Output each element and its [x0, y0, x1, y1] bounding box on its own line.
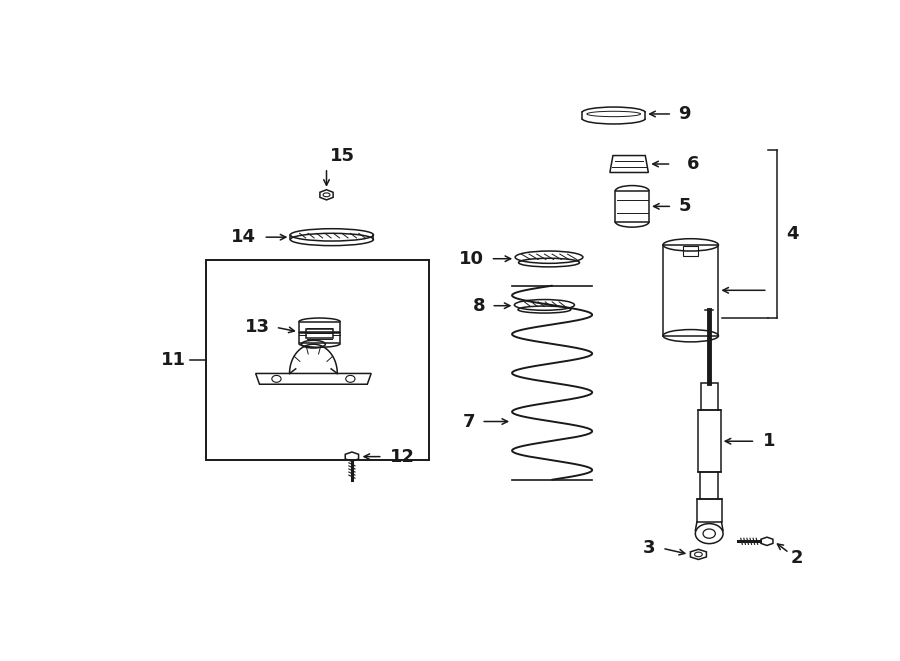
Text: 5: 5: [679, 198, 691, 215]
Text: 14: 14: [231, 228, 256, 246]
Bar: [701, 383, 717, 410]
Text: 4: 4: [787, 225, 798, 243]
Bar: [306, 329, 333, 338]
Bar: [698, 410, 721, 472]
Text: 8: 8: [472, 297, 485, 315]
Bar: [663, 245, 718, 336]
Text: 6: 6: [687, 155, 699, 173]
Bar: [205, 260, 429, 461]
Text: 15: 15: [329, 147, 355, 165]
Bar: [616, 191, 649, 222]
Text: 2: 2: [791, 549, 804, 567]
Text: 7: 7: [463, 412, 475, 430]
Text: 3: 3: [643, 539, 655, 557]
Text: 10: 10: [459, 250, 484, 268]
Bar: [697, 499, 722, 522]
Bar: [700, 472, 718, 499]
Text: 1: 1: [763, 432, 776, 450]
Bar: [299, 322, 340, 332]
Text: 9: 9: [679, 105, 691, 123]
Bar: [683, 247, 698, 256]
Bar: [299, 333, 340, 344]
Text: 11: 11: [161, 352, 186, 369]
Text: 13: 13: [245, 318, 269, 336]
Text: 12: 12: [391, 447, 416, 465]
